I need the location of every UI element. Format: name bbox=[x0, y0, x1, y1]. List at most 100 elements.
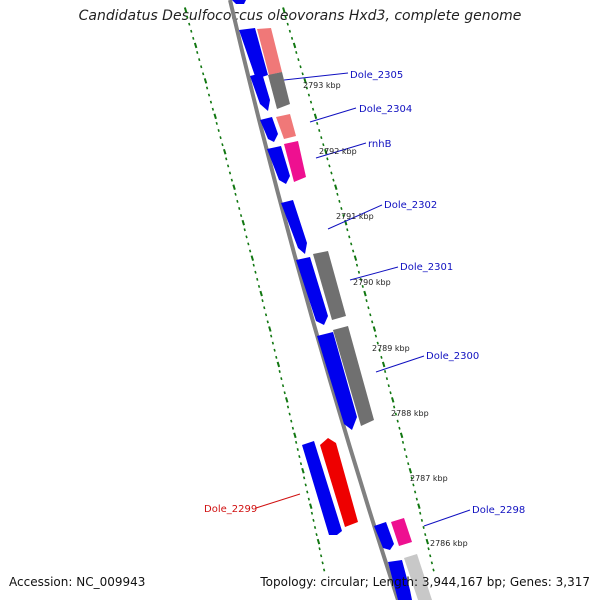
scale-tick bbox=[290, 36, 294, 40]
scale-tick bbox=[215, 121, 218, 125]
scale-tick bbox=[236, 199, 239, 203]
gene-feature bbox=[257, 28, 282, 75]
scale-tick bbox=[396, 419, 399, 423]
scale-tick bbox=[209, 100, 213, 104]
kbp-label: 2790 kbp bbox=[353, 278, 391, 287]
gene-feature bbox=[404, 554, 432, 600]
scale-tick bbox=[280, 377, 283, 381]
scale-tick bbox=[318, 129, 321, 132]
scale-tick bbox=[295, 51, 298, 55]
kbp-label: 2787 kbp bbox=[410, 474, 448, 483]
gene-label-dole-2305[interactable]: Dole_2305 bbox=[350, 70, 403, 81]
gene-feature bbox=[391, 518, 412, 546]
scale-tick bbox=[313, 113, 318, 120]
cds-feature bbox=[239, 28, 268, 79]
genome-summary: Topology: circular; Length: 3,944,167 bp… bbox=[260, 575, 590, 589]
gene-feature bbox=[276, 114, 296, 139]
connector-line bbox=[349, 266, 399, 281]
gene-label-rnhb[interactable]: rnhB bbox=[368, 139, 392, 150]
scale-tick bbox=[301, 72, 304, 76]
scale-tick bbox=[282, 7, 286, 13]
scale-tick bbox=[361, 284, 364, 288]
genome-backbone bbox=[228, 0, 400, 600]
scale-tick bbox=[286, 405, 290, 409]
cds-feature bbox=[260, 117, 278, 142]
scale-tick bbox=[290, 419, 293, 423]
scale-tick bbox=[430, 561, 434, 565]
gene-label-dole-2299[interactable]: Dole_2299 bbox=[204, 504, 257, 515]
scale-tick bbox=[270, 334, 273, 338]
scale-tick bbox=[432, 568, 435, 572]
scale-tick bbox=[391, 397, 395, 403]
kbp-label: 2788 kbp bbox=[391, 409, 429, 418]
scale-tick bbox=[401, 440, 405, 444]
scale-tick bbox=[352, 249, 355, 253]
scale-tick bbox=[392, 405, 396, 409]
scale-tick bbox=[254, 270, 257, 274]
scale-tick bbox=[223, 148, 227, 155]
cds-feature bbox=[374, 522, 394, 550]
scale-tick bbox=[359, 277, 362, 281]
scale-tick bbox=[340, 207, 343, 210]
cds-feature bbox=[250, 73, 270, 111]
gene-label-dole-2302[interactable]: Dole_2302 bbox=[384, 200, 437, 211]
gene-feature bbox=[320, 438, 358, 527]
scale-tick bbox=[320, 136, 323, 140]
gene-label-dole-2300[interactable]: Dole_2300 bbox=[426, 351, 479, 362]
scale-tick bbox=[403, 448, 406, 451]
scale-tick bbox=[363, 290, 367, 297]
scale-tick bbox=[387, 384, 390, 388]
scale-tick bbox=[383, 370, 387, 373]
scale-tick bbox=[241, 219, 245, 226]
scale-tick bbox=[357, 270, 361, 274]
scale-tick bbox=[315, 533, 318, 537]
genome-title: Candidatus Desulfococcus oleovorans Hxd3… bbox=[78, 8, 522, 24]
scale-tick bbox=[417, 503, 421, 509]
scale-tick bbox=[301, 467, 305, 474]
scale-tick bbox=[228, 171, 232, 175]
scale-tick bbox=[378, 348, 381, 352]
scale-tick bbox=[302, 476, 306, 480]
scale-tick bbox=[316, 121, 319, 125]
scale-tick bbox=[328, 164, 331, 168]
gene-label-dole-2298[interactable]: Dole_2298 bbox=[472, 505, 525, 516]
gene-track bbox=[257, 28, 432, 600]
kbp-label: 2793 kbp bbox=[303, 81, 341, 90]
gene-label-dole-2304[interactable]: Dole_2304 bbox=[359, 104, 412, 115]
scale-tick bbox=[405, 455, 408, 459]
scale-tick bbox=[273, 348, 276, 352]
scale-tick bbox=[319, 554, 323, 558]
gene-label-connectors bbox=[255, 72, 471, 527]
scale-tick bbox=[288, 412, 291, 416]
scale-tick bbox=[316, 538, 321, 545]
scale-tick bbox=[286, 22, 289, 26]
scale-tick bbox=[389, 391, 392, 395]
gene-feature bbox=[313, 251, 346, 320]
scale-tick bbox=[429, 554, 432, 558]
gene-label-dole-2301[interactable]: Dole_2301 bbox=[400, 262, 453, 273]
scale-tick bbox=[239, 214, 243, 218]
scale-tick bbox=[355, 263, 359, 267]
connector-line bbox=[309, 107, 357, 123]
kbp-label: 2789 kbp bbox=[372, 344, 410, 353]
cds-feature bbox=[317, 332, 357, 430]
connector-line bbox=[255, 493, 301, 509]
connector-line bbox=[375, 355, 425, 373]
scale-tick bbox=[321, 561, 324, 565]
scale-tick bbox=[200, 65, 203, 69]
scale-tick bbox=[367, 306, 370, 310]
scale-tick bbox=[271, 341, 275, 345]
scale-tick bbox=[190, 29, 193, 33]
cds-feature bbox=[302, 441, 342, 535]
scale-tick bbox=[296, 448, 299, 451]
scale-tick bbox=[193, 42, 198, 49]
gene-feature bbox=[268, 72, 290, 109]
scale-tick bbox=[330, 171, 333, 175]
scale-tick bbox=[348, 235, 351, 239]
scale-tick bbox=[288, 29, 292, 33]
scale-tick bbox=[285, 397, 289, 403]
scale-tick bbox=[342, 214, 345, 218]
scale-tick bbox=[299, 462, 303, 466]
scale-tick bbox=[217, 129, 220, 132]
